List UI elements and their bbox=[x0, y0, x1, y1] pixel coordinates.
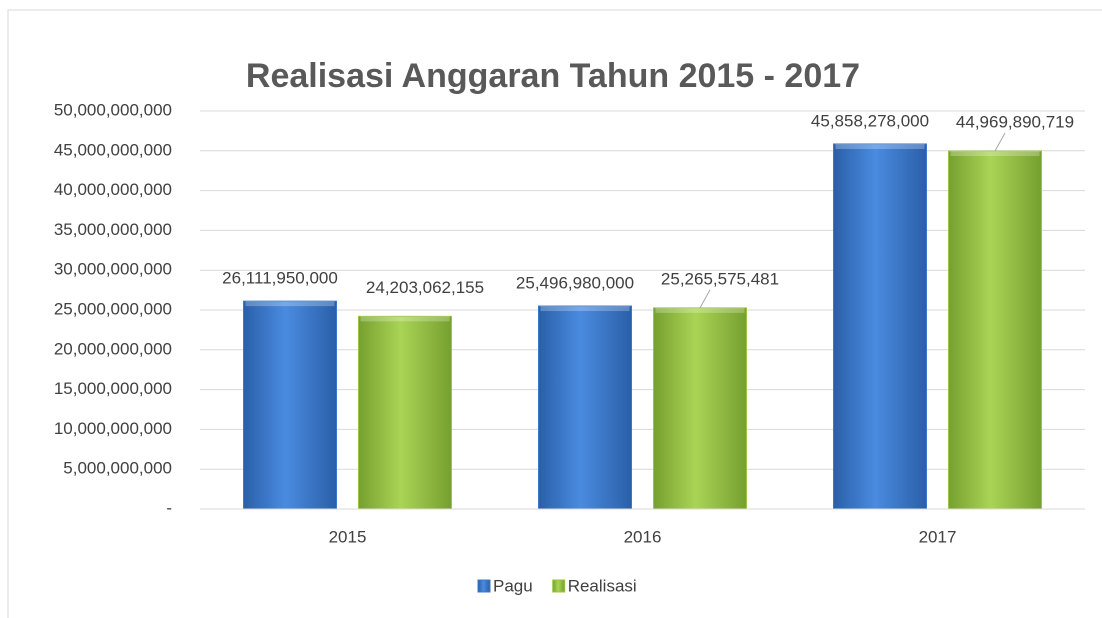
y-tick-label: 45,000,000,000 bbox=[54, 140, 172, 159]
chart-border bbox=[7, 9, 1102, 618]
bar-top bbox=[360, 316, 450, 322]
bar-top bbox=[540, 306, 630, 312]
y-tick-label: 10,000,000,000 bbox=[54, 419, 172, 438]
y-tick-label: - bbox=[166, 498, 172, 517]
y-tick-label: 35,000,000,000 bbox=[54, 220, 172, 239]
y-tick-label: 20,000,000,000 bbox=[54, 339, 172, 358]
bar-top bbox=[655, 307, 745, 313]
y-tick-label: 15,000,000,000 bbox=[54, 379, 172, 398]
bar-top bbox=[950, 151, 1040, 157]
chart-title: Realisasi Anggaran Tahun 2015 - 2017 bbox=[246, 57, 860, 95]
bar bbox=[538, 305, 632, 510]
legend-label: Realisasi bbox=[568, 576, 637, 595]
y-tick-label: 5,000,000,000 bbox=[63, 459, 172, 478]
x-tick-label: 2015 bbox=[329, 527, 367, 546]
y-tick-label: 30,000,000,000 bbox=[54, 260, 172, 279]
y-tick-label: 25,000,000,000 bbox=[54, 299, 172, 318]
data-label: 25,265,575,481 bbox=[661, 269, 779, 288]
legend-swatch bbox=[552, 579, 566, 593]
leader-line bbox=[994, 132, 1006, 152]
bar-top bbox=[245, 301, 335, 307]
leader-line bbox=[699, 289, 711, 309]
bar bbox=[653, 307, 747, 510]
bar-top bbox=[835, 143, 925, 149]
data-label: 26,111,950,000 bbox=[222, 269, 338, 288]
data-label: 44,969,890,719 bbox=[956, 113, 1074, 132]
data-label: 25,496,980,000 bbox=[516, 274, 634, 293]
y-tick-label: 50,000,000,000 bbox=[54, 100, 172, 119]
y-tick-label: 40,000,000,000 bbox=[54, 180, 172, 199]
legend-swatch bbox=[477, 579, 491, 593]
bar bbox=[358, 315, 452, 510]
x-tick-label: 2016 bbox=[624, 527, 662, 546]
legend-label: Pagu bbox=[493, 576, 533, 595]
bar bbox=[243, 300, 337, 510]
bar bbox=[948, 150, 1042, 510]
data-label: 45,858,278,000 bbox=[811, 111, 929, 130]
bar bbox=[833, 143, 927, 510]
data-label: 24,203,062,155 bbox=[366, 278, 484, 297]
x-tick-label: 2017 bbox=[919, 527, 957, 546]
